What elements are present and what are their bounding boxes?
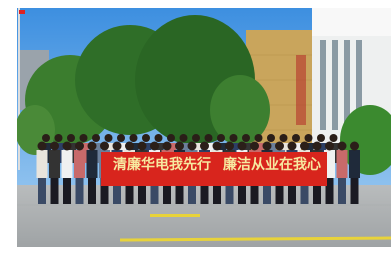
yellow-line [120,238,391,240]
person-legs [38,178,46,204]
flag [19,10,25,14]
person-head [242,134,250,142]
person-body [49,150,60,178]
banner-text: 清廉华电我先行 [113,156,211,173]
bottom-border [0,247,391,260]
person-head [292,134,300,142]
person-head [288,142,297,151]
banner-text: 廉洁从业在我心 [223,156,321,173]
person-head [130,134,138,142]
person-legs [88,178,96,204]
person-head [192,134,200,142]
person-body [337,150,348,178]
person-legs [351,178,359,204]
photo: 清廉华电我先行 廉洁从业在我心 [0,0,391,260]
person-head [50,142,59,151]
person-head [350,142,359,151]
person-head [75,142,84,151]
left-border [0,0,17,260]
person-head [67,134,75,142]
person-head [275,142,284,151]
wall-inscription [296,55,306,125]
person-head [175,142,184,151]
person-head [105,134,113,142]
page: 清廉华电我先行 廉洁从业在我心 (() => { const data = JS… [0,0,391,260]
person-head [200,142,209,151]
person-head [113,142,122,151]
person-head [217,134,225,142]
person-legs [51,178,59,204]
person-head [305,134,313,142]
person-head [155,134,163,142]
person-head [80,134,88,142]
person-head [280,134,288,142]
building-canopy [312,8,391,36]
person-head [267,134,275,142]
person-legs [338,178,346,204]
person-head [138,142,147,151]
person-legs [76,178,84,204]
person-head [313,142,322,151]
person-head [213,142,222,151]
person-head [238,142,247,151]
person-body [37,150,48,178]
person-head [205,134,213,142]
person-head [117,134,125,142]
banner: 清廉华电我先行 廉洁从业在我心 [101,152,327,186]
person-head [92,134,100,142]
person-head [180,134,188,142]
top-border [0,0,391,8]
person-head [317,134,325,142]
person-body [349,150,360,178]
person-head [42,134,50,142]
person-head [250,142,259,151]
person-head [38,142,47,151]
person-legs [63,178,71,204]
person-head [230,134,238,142]
person-body [74,150,85,178]
person-head [338,142,347,151]
person-head [263,142,272,151]
person-head [150,142,159,151]
person-head [125,142,134,151]
person-head [142,134,150,142]
person-head [163,142,172,151]
person-head [100,142,109,151]
person-body [62,150,73,178]
person-head [55,134,63,142]
person-body [87,150,98,178]
person-head [188,142,197,151]
person-head [88,142,97,151]
person-head [255,134,263,142]
person-head [63,142,72,151]
person-head [330,134,338,142]
person-head [325,142,334,151]
person-head [300,142,309,151]
yellow-mark [150,214,200,217]
person-head [225,142,234,151]
person-head [167,134,175,142]
